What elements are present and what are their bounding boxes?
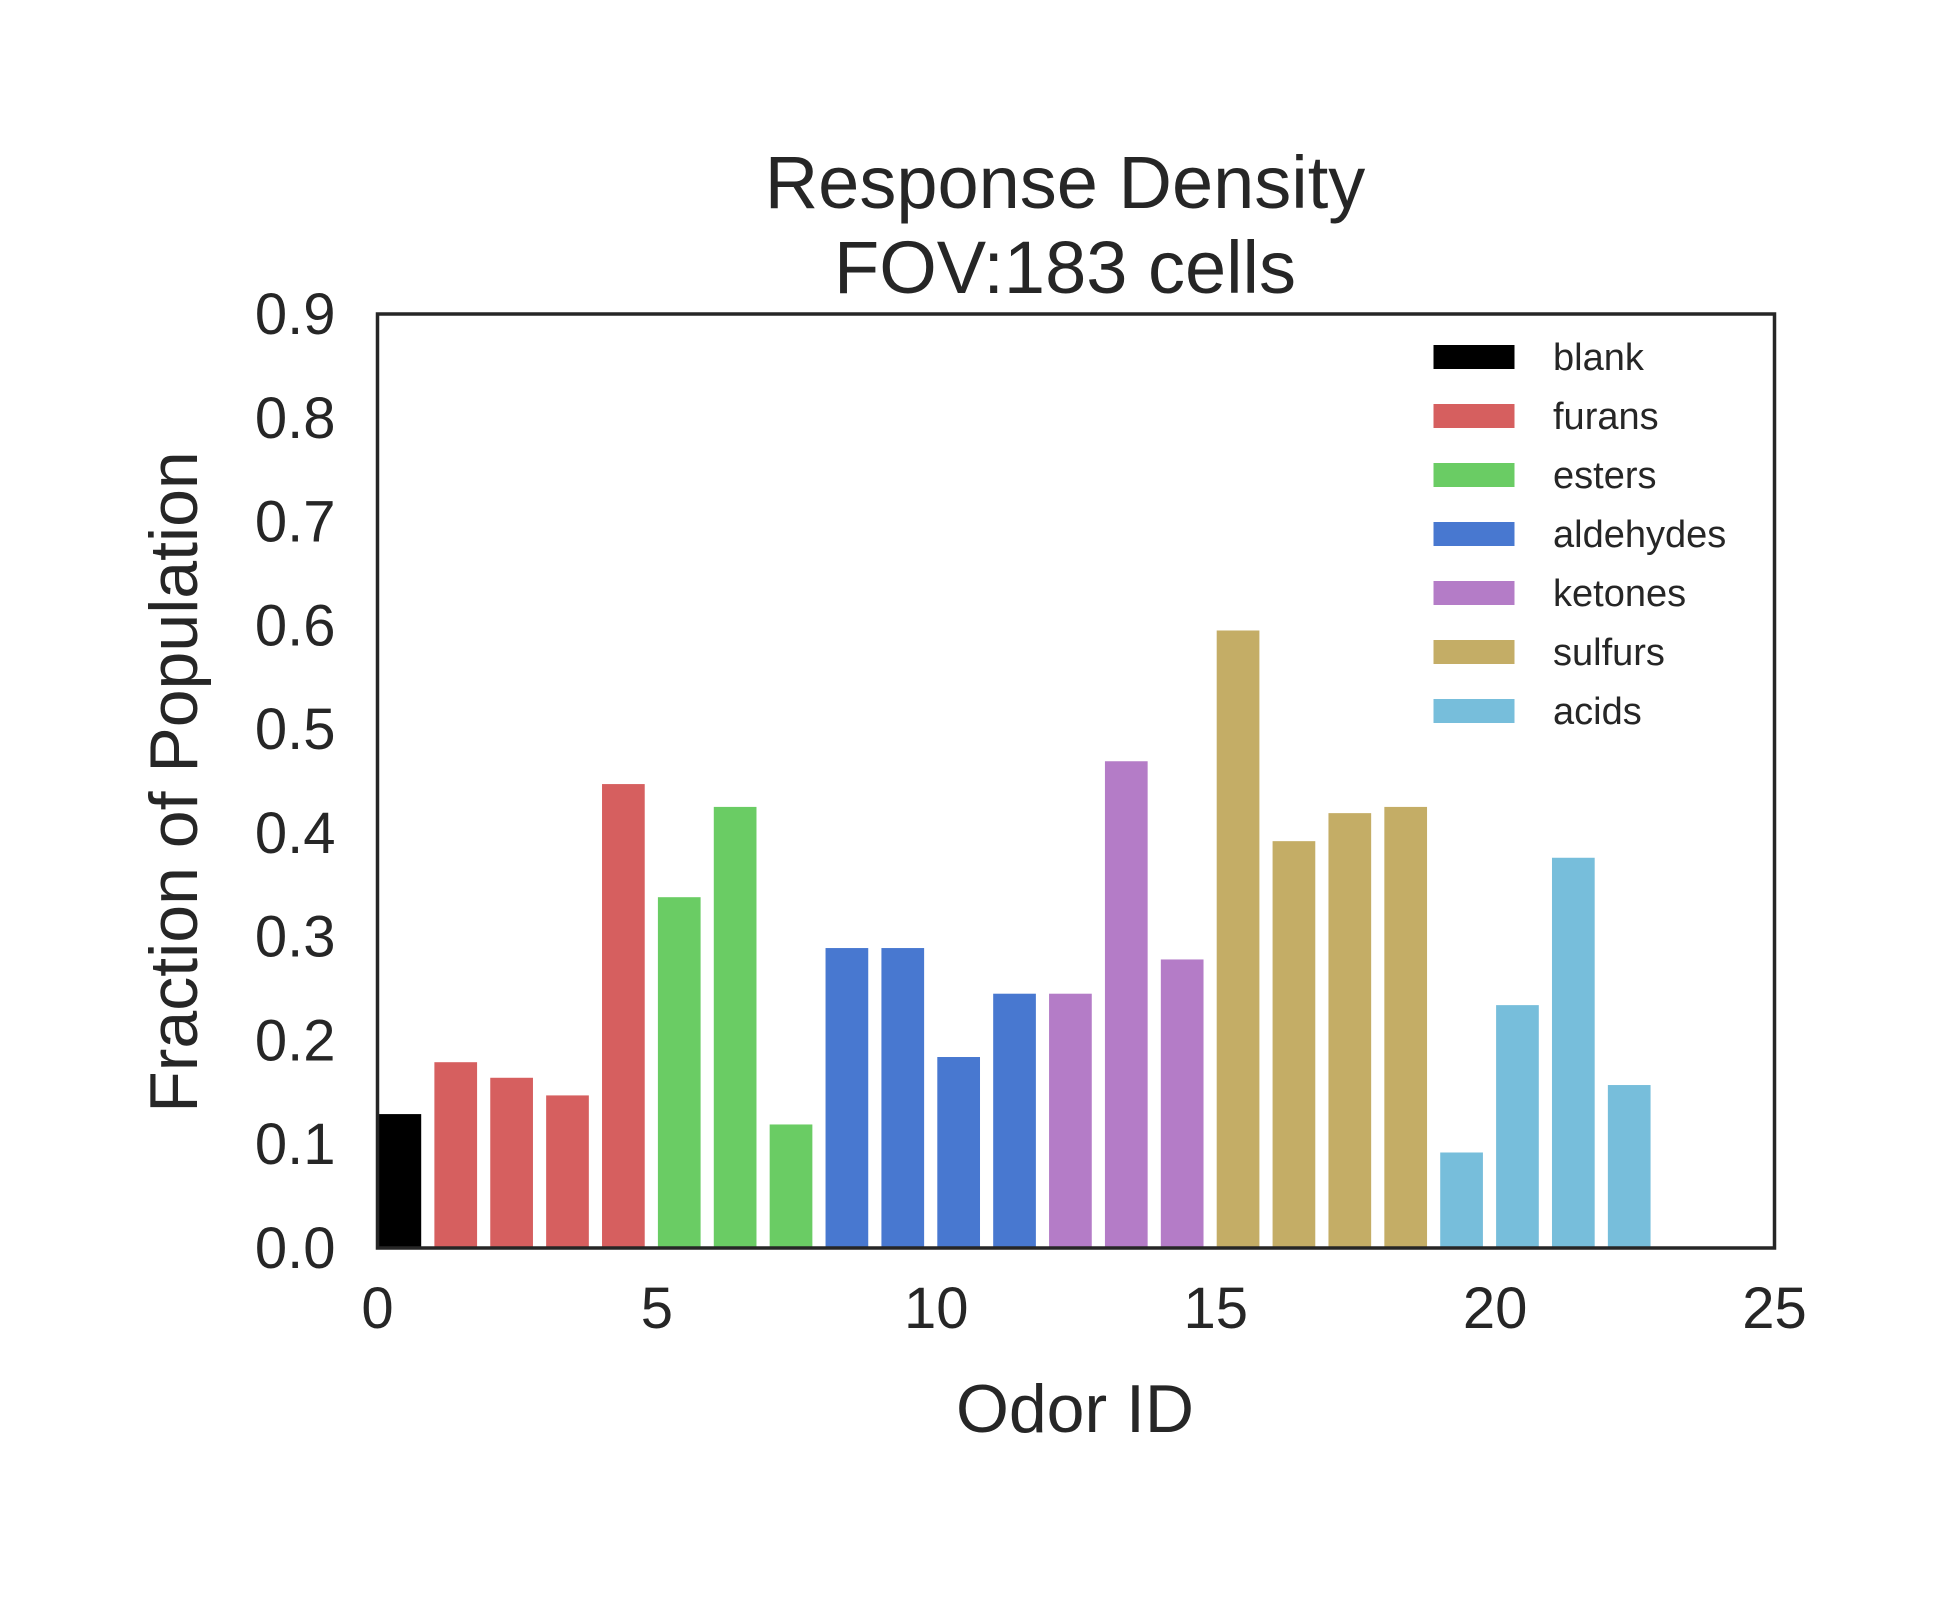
plot-frame [375,312,1777,1250]
chart-title-line-1: Response Density [765,141,1366,224]
ticks-layer: 0 5 10 15 20 25 0.0 0.1 0.2 0.3 0.4 0.5 0.6 0.7 0.8 0.9 [255,282,1807,1341]
legend-swatch-aldehydes [1432,521,1516,547]
bar-ketones-1 [1102,759,1150,1249]
bar-aldehydes-2 [935,1055,983,1249]
x-tick-label-0: 0 [361,1276,393,1341]
bar-sulfurs-2 [1326,811,1374,1250]
bar-acids-0 [1438,1150,1485,1250]
legend-swatch-acids [1432,698,1516,724]
bar-acids-3 [1605,1083,1653,1250]
bar-furans-0 [432,1060,480,1249]
bar-ketones-2 [1158,957,1206,1250]
bar-sulfurs-0 [1214,628,1262,1249]
bar-furans-3 [600,782,647,1249]
bar-aldehydes-3 [991,991,1038,1249]
legend-swatch-blank [1432,344,1516,370]
y-tick-label-0.8: 0.8 [255,386,336,451]
legend-label-sulfurs: sulfurs [1553,632,1665,674]
bar-esters-2 [767,1122,815,1250]
y-tick-label-0.1: 0.1 [255,1112,336,1177]
bars-layer [376,628,1653,1250]
y-tick-label-0.7: 0.7 [255,490,336,555]
legend-label-furans: furans [1553,396,1659,438]
bar-ketones-0 [1047,991,1094,1249]
bar-esters-0 [655,895,703,1250]
bar-acids-2 [1549,855,1597,1249]
bar-furans-2 [544,1093,591,1250]
bar-blank-0 [376,1112,424,1249]
y-tick-label-0.2: 0.2 [255,1008,336,1073]
legend-swatch-esters [1432,462,1516,488]
y-tick-label-0.5: 0.5 [255,697,336,762]
bar-furans-1 [488,1075,535,1250]
bar-esters-1 [711,804,759,1249]
legend-label-aldehydes: aldehydes [1553,514,1726,556]
legend-label-esters: esters [1553,455,1656,497]
legend-swatch-ketones [1432,580,1516,606]
chart-title-line-2: FOV:183 cells [834,226,1296,309]
x-tick-label-25: 25 [1742,1276,1807,1341]
y-tick-label-0.4: 0.4 [255,801,336,866]
x-axis-label: Odor ID [956,1371,1194,1447]
legend-label-blank: blank [1553,337,1645,379]
y-tick-label-0.9: 0.9 [255,282,336,347]
bar-sulfurs-3 [1382,804,1430,1249]
y-tick-label-0.0: 0.0 [255,1216,336,1281]
bar-sulfurs-1 [1270,839,1318,1249]
y-axis-label: Fraction of Population [136,451,212,1113]
legend-swatch-sulfurs [1432,639,1516,665]
legend-label-acids: acids [1553,691,1642,733]
bar-aldehydes-0 [823,946,871,1249]
x-tick-label-10: 10 [904,1276,969,1341]
bar-acids-1 [1494,1003,1541,1249]
y-tick-label-0.3: 0.3 [255,905,336,970]
x-tick-label-20: 20 [1463,1276,1528,1341]
legend-label-ketones: ketones [1553,573,1686,615]
x-tick-label-5: 5 [641,1276,673,1341]
legend-swatch-furans [1432,403,1516,429]
bar-aldehydes-1 [879,946,927,1249]
y-tick-label-0.6: 0.6 [255,593,336,658]
legend: blank furans esters aldehydes ketones sulfurs… [1432,337,1726,733]
x-tick-label-15: 15 [1183,1276,1248,1341]
